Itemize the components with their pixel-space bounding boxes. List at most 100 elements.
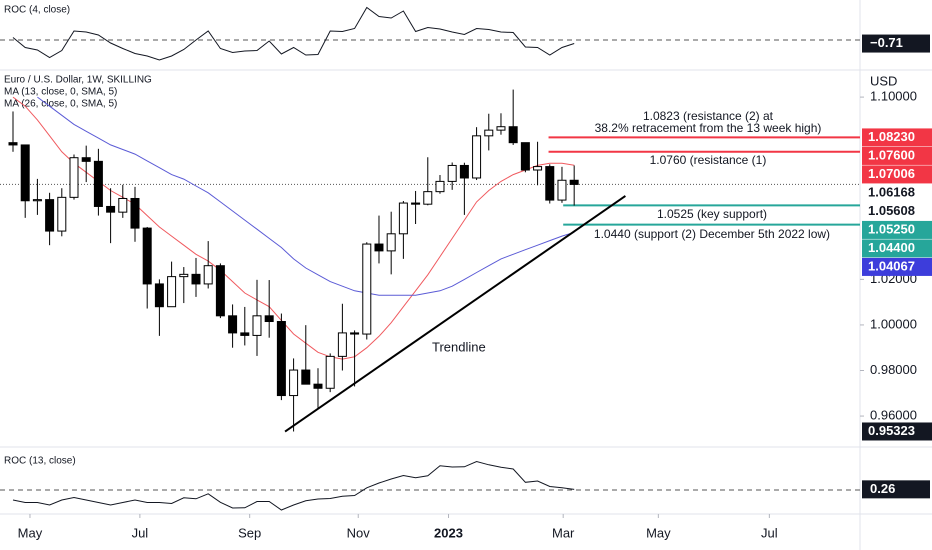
candle-body <box>337 332 347 357</box>
candle-body <box>545 166 555 201</box>
x-tick-label: May <box>646 525 671 540</box>
candle-body <box>252 315 262 336</box>
x-tick-label: 2023 <box>434 525 463 540</box>
candle-body <box>142 227 152 285</box>
candle-body <box>325 355 335 389</box>
price-label-box <box>862 257 932 276</box>
candle-body <box>423 191 433 205</box>
candle-body <box>447 164 457 182</box>
price-label: 1.05608 <box>868 203 915 218</box>
candle-body <box>411 202 421 205</box>
candle-body <box>118 197 128 213</box>
candle-body <box>557 179 567 201</box>
candle-body <box>276 321 286 397</box>
price-label: 1.07600 <box>868 147 915 162</box>
candle-body <box>240 332 250 336</box>
candle-body <box>374 243 384 252</box>
x-tick-label: Jul <box>761 525 778 540</box>
annotation: 1.0823 (resistance (2) at <box>643 109 774 123</box>
roc-top-label: ROC (4, close) <box>4 5 70 16</box>
candle-body <box>203 265 213 285</box>
ma26-legend: MA (26, close, 0, SMA, 5) <box>4 99 117 110</box>
candle-body <box>508 126 518 144</box>
y-tick-label: 1.10000 <box>870 89 917 104</box>
trendline <box>284 195 626 433</box>
price-label-box <box>862 165 932 184</box>
price-label-box <box>862 183 932 202</box>
price-label: 1.04067 <box>868 258 915 273</box>
roc-value-label: −0.71 <box>870 35 903 50</box>
candle-body <box>8 142 18 146</box>
candle-body <box>167 276 177 308</box>
candle-body <box>569 179 579 185</box>
candle-body <box>350 332 360 335</box>
price-label: 1.06168 <box>868 184 915 199</box>
candle-body <box>93 160 103 207</box>
price-label: 1.04400 <box>868 240 915 255</box>
candle-body <box>228 315 238 334</box>
candle-body <box>45 199 55 232</box>
candle-body <box>472 135 482 179</box>
annotation: 1.0525 (key support) <box>657 207 767 221</box>
candle-body <box>81 157 91 162</box>
candle-body <box>313 383 323 389</box>
candle-body <box>264 315 274 323</box>
annotation: 1.0760 (resistance (1) <box>650 153 767 167</box>
candle-body <box>191 273 201 285</box>
candle-body <box>130 197 140 229</box>
candle-body <box>459 164 469 179</box>
x-tick-label: Mar <box>552 525 575 540</box>
currency-label: USD <box>870 73 897 88</box>
trendline-label: Trendline <box>432 339 486 354</box>
price-label: 1.05250 <box>868 221 915 236</box>
ma13-legend: MA (13, close, 0, SMA, 5) <box>4 87 117 98</box>
price-label-box <box>862 146 932 165</box>
roc-line <box>12 460 575 511</box>
candle-body <box>32 199 42 202</box>
candle-body <box>154 283 164 308</box>
symbol-title: Euro / U.S. Dollar, 1W, SKILLING <box>4 75 152 86</box>
y-tick-label: 1.00000 <box>870 316 917 331</box>
candle-body <box>533 166 543 171</box>
price-label-box <box>862 202 932 221</box>
price-label-box <box>862 220 932 239</box>
price-label-box <box>862 239 932 258</box>
candle-body <box>435 180 445 193</box>
price-label: 1.07006 <box>868 166 915 181</box>
x-tick-label: Nov <box>347 525 371 540</box>
candle-body <box>496 126 506 131</box>
annotation: 38.2% retracement from the 13 week high) <box>595 121 822 135</box>
roc-bottom-label: ROC (13, close) <box>4 456 76 467</box>
price-label-box <box>862 422 932 441</box>
price-label: 0.95323 <box>868 423 915 438</box>
candle-body <box>386 233 396 252</box>
roc-value-box <box>862 480 930 499</box>
x-tick-label: May <box>18 525 43 540</box>
candle-body <box>362 243 372 335</box>
y-tick-label: 0.96000 <box>870 408 917 423</box>
roc-value-label: 0.26 <box>870 481 895 496</box>
candle-body <box>215 265 225 317</box>
x-tick-label: Sep <box>238 525 261 540</box>
candle-body <box>289 369 299 397</box>
candle-body <box>106 205 116 213</box>
candle-body <box>520 142 530 171</box>
roc-line <box>12 6 575 61</box>
price-label: 1.08230 <box>868 129 915 144</box>
candle-body <box>69 157 79 198</box>
moving-average <box>37 96 575 296</box>
y-tick-label: 0.98000 <box>870 362 917 377</box>
candle-body <box>484 129 494 137</box>
annotation: 1.0440 (support (2) December 5th 2022 lo… <box>594 227 830 241</box>
candle-body <box>179 273 189 278</box>
x-tick-label: Jul <box>132 525 149 540</box>
price-label-box <box>862 128 932 147</box>
roc-value-box <box>862 34 930 53</box>
candle-body <box>57 196 67 232</box>
candle-body <box>20 144 30 202</box>
candle-body <box>301 369 311 385</box>
moving-average <box>12 96 575 360</box>
candle-body <box>398 202 408 235</box>
